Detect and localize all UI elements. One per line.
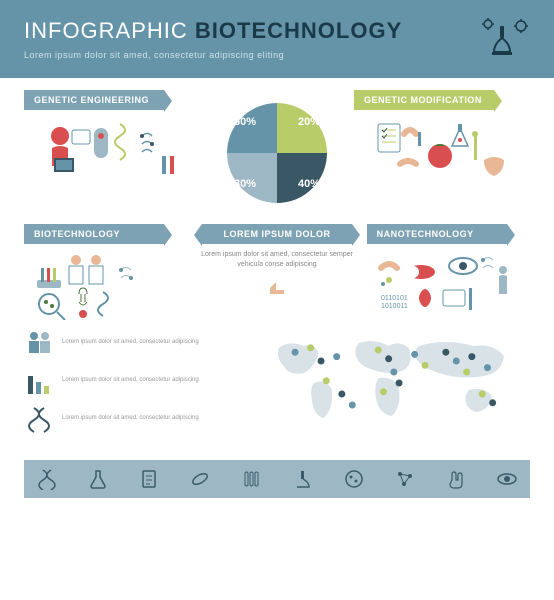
flask-icon <box>87 468 109 490</box>
world-map <box>258 328 530 438</box>
map-svg <box>258 328 530 438</box>
bar-chart-icon <box>24 366 54 396</box>
section-genetic-engineering: GENETIC ENGINEERING <box>24 90 200 216</box>
ribbon-biotechnology: BIOTECHNOLOGY <box>24 224 164 244</box>
illus-genetic-modification <box>354 116 530 186</box>
center-subtitle: Lorem ipsum dolor sit amed, consectetur … <box>195 250 358 270</box>
molecule-icon <box>394 468 416 490</box>
pie-label-40: 40% <box>298 178 320 190</box>
stat-text-2: Lorem ipsum dolor sit amed, consectetur … <box>62 377 199 385</box>
header-banner: INFOGRAPHIC BIOTECHNOLOGY Lorem ipsum do… <box>0 0 554 78</box>
ribbon-genetic-modification: GENETIC MODIFICATION <box>354 90 494 110</box>
pie-label-50: 50% <box>234 116 256 128</box>
stat-dna: Lorem ipsum dolor sit amed, consectetur … <box>24 404 246 434</box>
clipboard-icon <box>138 468 160 490</box>
illus-genetic-engineering <box>24 116 200 186</box>
hand-cursor-icon <box>262 276 292 296</box>
tubes-icon <box>240 468 262 490</box>
pills-icon <box>189 468 211 490</box>
pie-chart: 50% 20% 40% 30% <box>212 90 342 216</box>
stat-text-3: Lorem ipsum dolor sit amed, consectetur … <box>62 415 199 423</box>
hand-icon <box>445 468 467 490</box>
title-bold: BIOTECHNOLOGY <box>195 18 402 43</box>
eye-icon <box>496 468 518 490</box>
section-biotechnology: BIOTECHNOLOGY <box>24 224 187 320</box>
people-icon <box>24 328 54 358</box>
stats-column: Lorem ipsum dolor sit amed, consectetur … <box>24 328 246 438</box>
stat-people: Lorem ipsum dolor sit amed, consectetur … <box>24 328 246 358</box>
content-area: GENETIC ENGINEERING 50% 20% 40% 30% GENE… <box>0 78 554 460</box>
title-light: INFOGRAPHIC <box>24 18 188 43</box>
dna-icon <box>36 468 58 490</box>
dish-icon <box>343 468 365 490</box>
section-nanotechnology: NANOTECHNOLOGY 01101011010011 <box>367 224 530 320</box>
pie-label-20: 20% <box>298 116 320 128</box>
dna-icon <box>24 404 54 434</box>
microscope-icon <box>292 468 314 490</box>
stat-bars: Lorem ipsum dolor sit amed, consectetur … <box>24 366 246 396</box>
microscope-icon <box>480 18 530 56</box>
svg-text:0110101: 0110101 <box>381 295 408 302</box>
ribbon-genetic-engineering: GENETIC ENGINEERING <box>24 90 164 110</box>
row-top: GENETIC ENGINEERING 50% 20% 40% 30% GENE… <box>24 90 530 216</box>
footer-icon-bar <box>24 460 530 498</box>
stat-text-1: Lorem ipsum dolor sit amed, consectetur … <box>62 339 199 347</box>
row-stats: Lorem ipsum dolor sit amed, consectetur … <box>24 328 530 438</box>
row-middle: BIOTECHNOLOGY LOREM IPSUM DOLOR Lorem ip… <box>24 224 530 320</box>
section-center: LOREM IPSUM DOLOR Lorem ipsum dolor sit … <box>195 224 358 320</box>
header-subtitle: Lorem ipsum dolor sit amed, consectetur … <box>24 50 530 60</box>
illus-biotechnology <box>24 250 187 320</box>
ribbon-nanotechnology: NANOTECHNOLOGY <box>367 224 507 244</box>
ribbon-lorem: LOREM IPSUM DOLOR <box>202 224 352 244</box>
page-title: INFOGRAPHIC BIOTECHNOLOGY <box>24 18 530 44</box>
section-genetic-modification: GENETIC MODIFICATION <box>354 90 530 216</box>
pie-label-30: 30% <box>234 178 256 190</box>
illus-nanotechnology: 01101011010011 <box>367 250 530 320</box>
svg-text:1010011: 1010011 <box>381 303 408 310</box>
